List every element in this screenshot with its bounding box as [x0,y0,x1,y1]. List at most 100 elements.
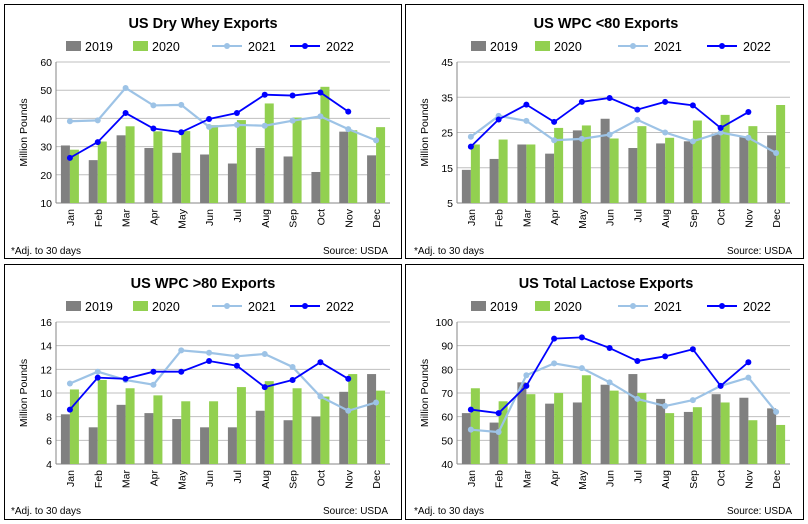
x-tick-label: Oct [315,209,327,225]
bar-2019-Mar [517,382,527,464]
bar-2020-Dec [376,127,386,203]
y-tick-label: 80 [441,364,453,376]
y-tick-label: 16 [40,317,52,329]
bar-2019-Jun [200,154,210,203]
legend-swatch-2019 [66,301,81,311]
bar-2019-Sep [683,141,693,203]
bar-2020-Jun [209,401,219,464]
legend-label-2021: 2021 [654,300,682,314]
bar-2020-Jun [609,138,619,203]
x-tick-label: May [577,208,589,229]
legend-swatch-2020 [535,301,550,311]
bar-2020-May [581,125,591,203]
bar-2020-May [181,401,191,464]
point-2021-May [178,101,185,108]
point-2021-Sep [289,363,296,370]
bar-2019-Aug [255,410,265,464]
point-2021-Aug [662,129,669,136]
x-tick-label: Jan [65,470,77,487]
bar-2019-Mar [116,135,126,203]
legend-label-2019: 2019 [85,40,113,54]
point-2021-Jun [606,131,613,138]
point-2022-Apr [150,125,157,132]
y-tick-label: 10 [40,198,52,210]
point-2022-Jan [66,406,73,413]
point-2022-Mar [122,110,129,117]
x-tick-label: Oct [716,209,728,225]
legend-label-2021: 2021 [248,40,276,54]
point-2022-Mar [122,375,129,382]
point-2021-Feb [94,117,101,124]
bar-2020-Mar [125,126,135,203]
legend-label-2020: 2020 [152,300,180,314]
footnote: *Adj. to 30 days [414,506,484,517]
bar-2020-Feb [498,401,508,464]
bar-2020-Jan [470,388,480,464]
bar-2019-May [572,402,582,464]
legend-label-2019: 2019 [85,300,113,314]
bar-2020-Jul [637,126,647,203]
x-tick-label: Jan [466,209,478,226]
point-2021-May [178,347,185,354]
x-tick-label: Aug [260,209,272,228]
bar-2020-Mar [526,144,536,203]
legend-marker-2022 [719,303,725,309]
legend-label-2022: 2022 [326,300,354,314]
bar-2019-Dec [767,408,777,464]
bar-2020-Jul [236,387,246,464]
bar-2020-Jun [609,390,619,464]
line-series-2021 [470,362,777,434]
y-tick-label: 40 [40,113,52,125]
bar-2019-Jul [227,163,237,203]
y-tick-label: 50 [40,85,52,97]
point-2021-Apr [551,360,558,367]
bar-2020-Mar [526,394,536,464]
bar-2019-May [572,130,582,203]
bar-2020-Feb [97,141,107,203]
legend-swatch-2020 [133,41,148,51]
point-2022-Sep [689,346,696,353]
x-tick-label: Dec [371,209,383,228]
bar-2020-May [181,131,191,203]
bar-2020-Dec [376,390,386,464]
point-2022-Aug [261,384,268,391]
x-tick-label: Nov [743,469,755,488]
bar-2019-Jan [461,413,471,464]
point-2022-Sep [289,376,296,383]
y-tick-label: 6 [46,435,52,447]
bar-2020-Aug [264,381,274,464]
x-tick-label: Oct [716,470,728,486]
bar-2020-Oct [320,86,330,203]
bar-2019-Jan [60,414,70,464]
point-2021-Jul [233,353,240,360]
bar-2020-May [581,375,591,464]
line-series-2021 [470,114,777,154]
bar-2020-Dec [776,105,786,203]
point-2022-Jun [206,115,213,122]
bar-2019-Dec [767,135,777,203]
x-tick-label: May [176,208,188,229]
point-2021-Aug [261,122,268,129]
x-tick-label: Dec [771,209,783,228]
x-tick-label: Mar [121,470,133,489]
bar-2019-Jun [200,427,210,464]
point-2022-Jan [66,154,73,161]
point-2021-Feb [94,368,101,375]
bar-2020-Dec [776,424,786,464]
x-tick-label: Jan [466,470,478,487]
legend-swatch-2020 [535,41,550,51]
point-2021-Jan [66,118,73,125]
x-tick-label: Jun [605,470,617,487]
y-axis-label: Million Pounds [18,359,30,427]
point-2021-Dec [373,399,380,406]
legend-swatch-2019 [471,41,486,51]
bar-2019-Nov [739,397,749,464]
point-2022-Feb [495,116,502,123]
legend-label-2021: 2021 [248,300,276,314]
point-2022-Mar [523,382,530,389]
source-note: Source: USDA [323,246,388,257]
point-2022-Sep [689,102,696,109]
point-2021-Apr [150,102,157,109]
point-2021-Oct [717,129,724,136]
